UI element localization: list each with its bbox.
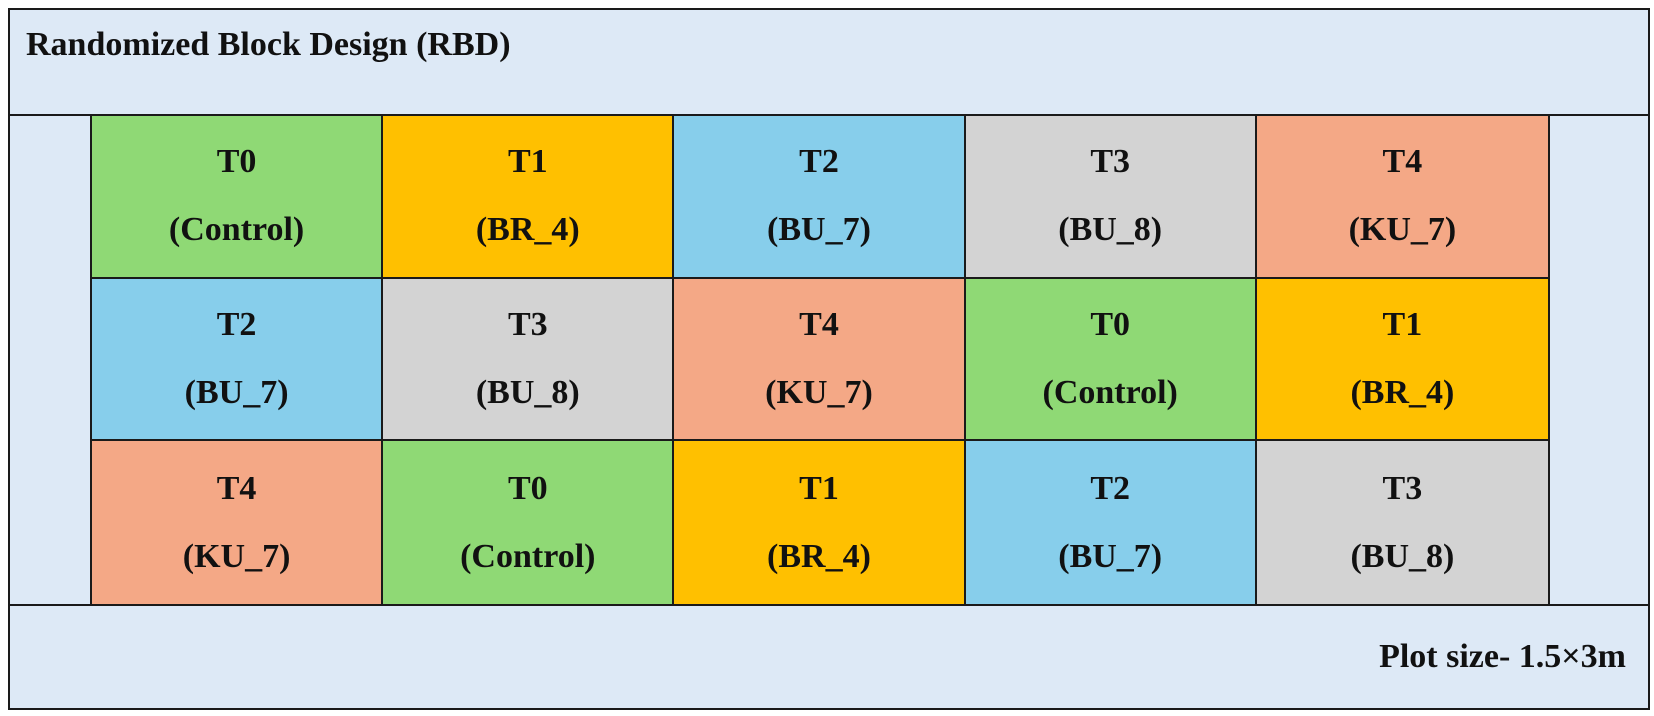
treatment-name: (BR_4) bbox=[475, 211, 580, 249]
treatment-name: (Control) bbox=[460, 537, 596, 575]
treatment-code: T2 bbox=[1090, 469, 1131, 507]
rbd-diagram: Randomized Block Design (RBD) T0 (Control… bbox=[8, 8, 1650, 710]
treatment-name: (BU_7) bbox=[767, 211, 871, 249]
plot-cell: T2 (BU_7) bbox=[965, 441, 1257, 604]
plot-cell: T1 (BR_4) bbox=[674, 441, 966, 604]
plot-cell: T4 (KU_7) bbox=[674, 278, 966, 442]
plot-cell: T1 (BR_4) bbox=[383, 116, 675, 279]
plot-cell: T2 (BU_7) bbox=[92, 278, 384, 442]
treatment-name: (Control) bbox=[1042, 373, 1178, 411]
treatment-name: (Control) bbox=[168, 211, 305, 249]
treatment-name: (BU_8) bbox=[475, 373, 580, 411]
plot-cell: T0 (Control) bbox=[965, 278, 1257, 442]
plot-grid: T0 (Control) T1 (BR_4) T2 (BU_7) T3 (BU_8) T4 (KU… bbox=[90, 114, 1550, 606]
treatment-name: (BR_4) bbox=[1350, 373, 1455, 411]
treatment-name: (BR_4) bbox=[767, 537, 871, 575]
treatment-code: T0 bbox=[507, 469, 548, 507]
treatment-code: T1 bbox=[1382, 305, 1423, 343]
treatment-code: T2 bbox=[216, 305, 257, 343]
plot-cell: T3 (BU_8) bbox=[1256, 441, 1548, 604]
treatment-code: T0 bbox=[216, 143, 257, 181]
plot-cell: T3 (BU_8) bbox=[383, 278, 675, 442]
diagram-title: Randomized Block Design (RBD) bbox=[26, 26, 511, 63]
treatment-code: T3 bbox=[1090, 143, 1131, 181]
plot-size-label: Plot size- 1.5×3m bbox=[1379, 638, 1626, 675]
plot-cell: T1 (BR_4) bbox=[1256, 278, 1548, 442]
plot-cell: T3 (BU_8) bbox=[965, 116, 1257, 279]
treatment-name: (KU_7) bbox=[1348, 211, 1457, 249]
treatment-name: (BU_8) bbox=[1350, 537, 1455, 575]
treatment-code: T3 bbox=[507, 305, 548, 343]
treatment-code: T4 bbox=[216, 469, 257, 507]
treatment-code: T4 bbox=[1382, 143, 1423, 181]
treatment-code: T3 bbox=[1382, 469, 1423, 507]
treatment-name: (BU_7) bbox=[1058, 537, 1163, 575]
treatment-code: T0 bbox=[1090, 305, 1131, 343]
treatment-code: T1 bbox=[799, 469, 839, 507]
treatment-name: (KU_7) bbox=[182, 537, 291, 575]
treatment-code: T4 bbox=[799, 305, 839, 343]
treatment-name: (BU_7) bbox=[184, 373, 289, 411]
treatment-code: T1 bbox=[507, 143, 548, 181]
plot-cell: T0 (Control) bbox=[383, 441, 675, 604]
plot-cell: T4 (KU_7) bbox=[92, 441, 384, 604]
treatment-name: (BU_8) bbox=[1058, 211, 1163, 249]
treatment-code: T2 bbox=[799, 143, 839, 181]
plot-cell: T4 (KU_7) bbox=[1256, 116, 1548, 279]
plot-cell: T0 (Control) bbox=[92, 116, 384, 279]
plot-cell: T2 (BU_7) bbox=[674, 116, 966, 279]
treatment-name: (KU_7) bbox=[765, 373, 873, 411]
